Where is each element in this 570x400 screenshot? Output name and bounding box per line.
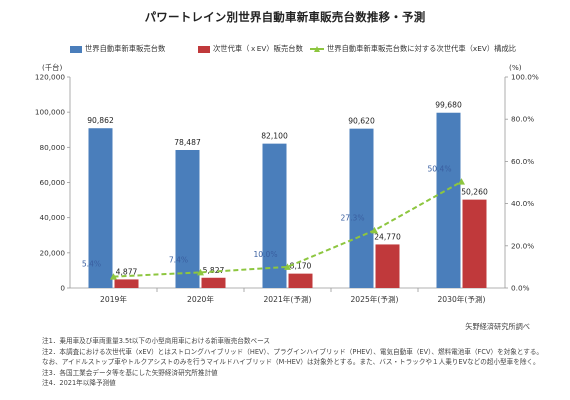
- data-label-total: 78,487: [174, 138, 201, 147]
- y-left-tick-label: 40,000: [39, 213, 65, 222]
- bar-xev: [375, 244, 400, 288]
- data-label-ratio: 10.0%: [253, 250, 277, 259]
- y-left-tick-label: 0: [60, 284, 65, 293]
- data-label-ratio: 7.4%: [169, 255, 188, 264]
- bar-total: [175, 149, 200, 288]
- legend-label-total: 世界自動車新車販売台数: [85, 44, 166, 53]
- bar-xev: [114, 279, 139, 288]
- data-label-xev: 5,827: [203, 266, 225, 275]
- footnote-1: 注1．乗用車及び車両重量3.5t以下の小型商用車における新車販売台数ベース: [42, 337, 270, 345]
- bar-xev: [288, 273, 313, 288]
- bar-total: [88, 128, 113, 288]
- y-right-tick-label: 20.0%: [511, 241, 534, 250]
- bar-total: [262, 143, 287, 288]
- legend-label-xev: 次世代車（ｘEV）販売台数: [213, 44, 303, 53]
- legend-label-ratio: 世界自動車新車販売台数に対する次世代車（xEV）構成比: [327, 44, 517, 53]
- point-ratio: [458, 178, 465, 185]
- source-note: 矢野経済研究所調べ: [465, 322, 530, 331]
- legend-item-ratio: 世界自動車新車販売台数に対する次世代車（xEV）構成比: [310, 44, 516, 54]
- y-left-tick-label: 120,000: [35, 73, 66, 82]
- point-ratio: [110, 273, 117, 280]
- data-label-ratio: 5.4%: [82, 260, 101, 269]
- chart-title: パワートレイン別世界自動車新車販売台数推移・予測: [144, 10, 426, 24]
- x-tick-label: 2021年(予測): [263, 294, 311, 304]
- point-ratio: [197, 268, 204, 276]
- data-label-total: 82,100: [261, 132, 288, 141]
- x-tick-label: 2020年: [187, 294, 214, 304]
- y-right-tick-label: 0.0%: [511, 284, 530, 293]
- bar-total: [349, 128, 374, 288]
- data-label-total: 90,620: [348, 117, 375, 126]
- y-left-unit: (千台): [42, 63, 62, 72]
- y-right-tick-label: 60.0%: [511, 157, 534, 166]
- line-ratio: [113, 180, 462, 278]
- bar-xev: [201, 277, 226, 288]
- data-label-ratio: 50.4%: [427, 165, 451, 174]
- legend-swatch-ratio: [310, 45, 324, 52]
- y-right-tick-label: 40.0%: [511, 199, 534, 208]
- data-label-xev: 4,877: [116, 267, 138, 276]
- y-left-tick-label: 20,000: [39, 248, 65, 257]
- legend-item-total: 世界自動車新車販売台数: [70, 44, 165, 54]
- footnote-3: なお、アイドルストップ車やトルクアシストのみを行うマイルドハイブリッド（M-HE…: [42, 358, 540, 366]
- data-label-ratio: 27.3%: [340, 213, 364, 222]
- footnotes: 注1．乗用車及び車両重量3.5t以下の小型商用車における新車販売台数ベース 注2…: [42, 336, 562, 389]
- point-ratio: [284, 263, 291, 270]
- bar-total: [436, 112, 461, 288]
- data-label-total: 99,680: [435, 101, 462, 110]
- data-label-xev: 50,260: [461, 188, 488, 197]
- y-left-tick-label: 60,000: [39, 178, 65, 187]
- footnote-2: 注2．本調査における次世代車（xEV）とはストロングハイブリッド（HEV）、プラ…: [42, 347, 544, 356]
- data-label-xev: 8,170: [290, 262, 312, 271]
- legend-swatch-xev: [198, 45, 210, 53]
- legend-item-xev: 次世代車（ｘEV）販売台数: [198, 44, 303, 54]
- x-tick-label: 2030年(予測): [437, 294, 485, 304]
- chart-plot: 0 20,000 40,000 60,000 80,000 100,000 120,000 0…: [35, 63, 539, 304]
- data-label-total: 90,862: [87, 116, 114, 125]
- data-label-xev: 24,770: [374, 232, 401, 241]
- point-ratio: [371, 226, 378, 234]
- y-left-tick-label: 100,000: [35, 108, 66, 117]
- y-right-tick-label: 100.0%: [511, 73, 539, 82]
- legend-swatch-total: [70, 45, 82, 53]
- x-tick-label: 2025年(予測): [350, 294, 398, 304]
- chart-legend: 世界自動車新車販売台数 次世代車（ｘEV）販売台数 世界自動車新車販売台数に対す…: [62, 44, 542, 58]
- bar-xev: [462, 199, 487, 288]
- y-right-tick-label: 80.0%: [511, 115, 534, 124]
- footnote-4: 注3．各国工業会データ等を基にした矢野経済研究所推計値: [42, 368, 218, 377]
- footnote-5: 注4．2021年以降予測値: [42, 379, 116, 387]
- x-tick-label: 2019年: [100, 294, 127, 304]
- y-left-tick-label: 80,000: [39, 143, 65, 152]
- y-right-unit: (%): [509, 63, 522, 72]
